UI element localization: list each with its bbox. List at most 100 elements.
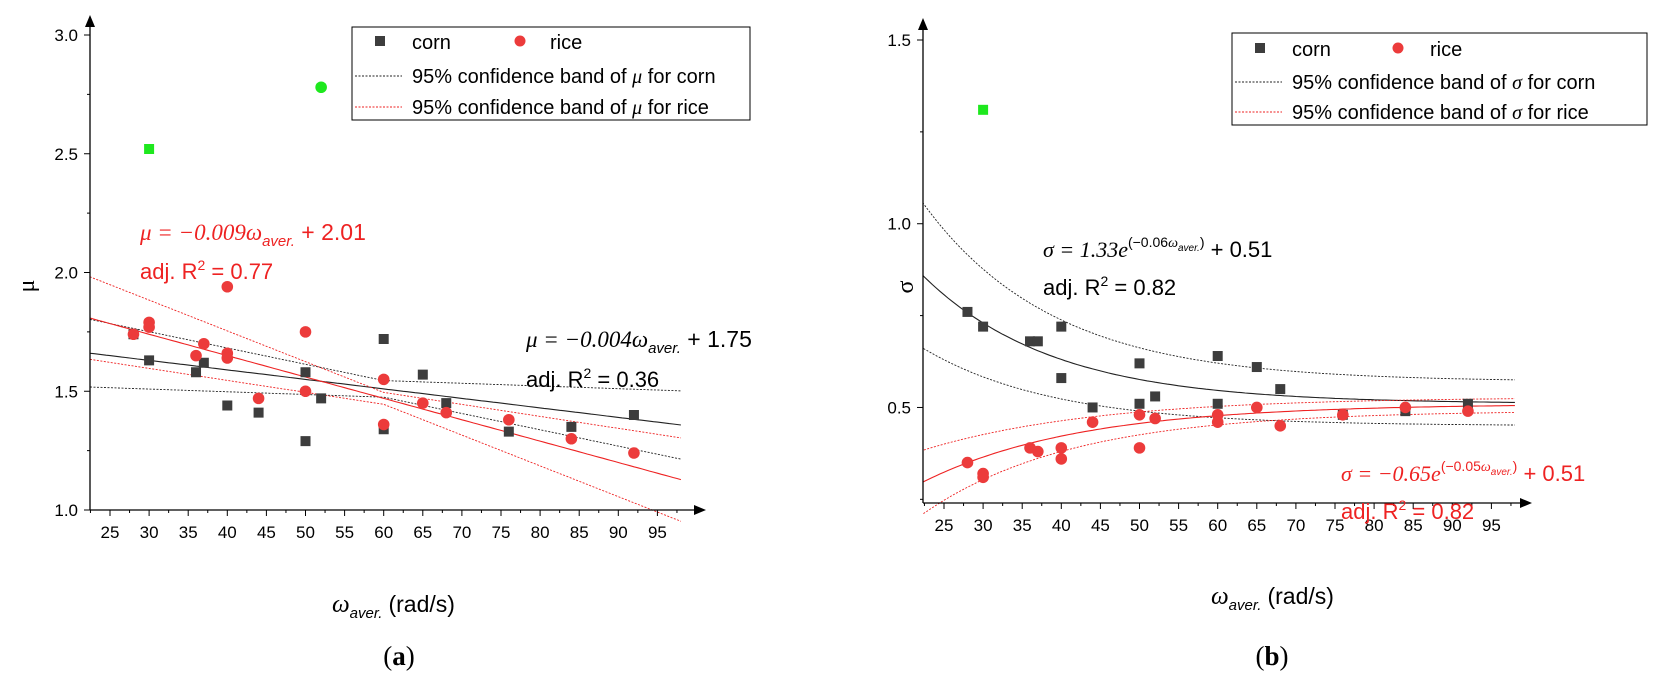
x-tick-label-b: 65: [1247, 516, 1266, 535]
legend-corn-marker: [375, 36, 385, 46]
outlier-point-a: [315, 81, 327, 94]
panel-label-b: (b): [1255, 641, 1288, 671]
rice-fit-equation-b: σ = −0.65e(−0.05ωaver.) + 0.51: [1341, 458, 1585, 486]
outlier-point-a: [144, 144, 155, 154]
data-point-rice-b: [1274, 420, 1287, 432]
data-point-rice-b: [1055, 453, 1068, 465]
data-point-corn-b: [1212, 398, 1223, 409]
data-point-rice-a: [127, 328, 140, 341]
data-point-corn-a: [628, 410, 639, 420]
chart-panel-b: 25 30 35 40 45 50 55 60 65 70 75 80 85 90 950.51.01.5 …: [887, 18, 1648, 671]
y-axis-arrow-b: [918, 18, 928, 30]
data-point-rice-a: [221, 352, 234, 364]
x-axis-arrow-b: [1520, 498, 1532, 508]
corn-fit-equation-b: σ = 1.33e(−0.06ωaver.) + 0.51: [1043, 234, 1272, 262]
axes-b: 25 30 35 40 45 50 55 60 65 70 75 80 85 90 95 0.5 1.0 1.5: [887, 18, 1532, 535]
data-point-corn-b: [1032, 336, 1043, 347]
data-point-rice-b: [1399, 401, 1412, 414]
x-tick-label-a: 80: [531, 523, 550, 542]
x-tick-label-b: 80: [1365, 516, 1384, 535]
data-point-rice-b: [1462, 405, 1474, 417]
data-point-rice-a: [417, 397, 429, 409]
data-point-rice-b: [1032, 445, 1044, 458]
data-point-corn-a: [300, 367, 311, 378]
x-tick-label-a: 75: [492, 523, 511, 542]
x-axis-arrow-a: [694, 505, 706, 515]
x-tick-label-a: 90: [609, 523, 628, 542]
axes-a: 25 30 35 40 45 50 55 60 65 70 75 80 85 90 95 1.0 1.5 2.0 2…: [54, 15, 706, 542]
rice-adj-r2-a: adj. R2 = 0.77: [140, 257, 273, 284]
data-point-rice-b: [1337, 409, 1349, 421]
data-point-rice-a: [503, 413, 515, 426]
data-point-rice-b: [961, 456, 974, 469]
x-axis-title-b: ωaver. (rad/s): [1211, 583, 1334, 614]
data-point-rice-b: [1133, 409, 1146, 421]
data-point-corn-b: [1275, 384, 1286, 395]
data-point-rice-a: [221, 280, 234, 293]
y-axis-title-b: σ: [893, 280, 919, 293]
y-tick-label-a: 2.0: [54, 264, 78, 283]
data-point-corn-a: [417, 369, 428, 380]
data-point-corn-b: [1025, 336, 1036, 347]
data-point-rice-a: [440, 406, 453, 419]
data-point-rice-b: [977, 471, 989, 484]
x-tick-label-b: 25: [935, 516, 954, 535]
data-point-corn-a: [566, 421, 577, 432]
rice-adj-r2-b: adj. R2 = 0.82: [1341, 497, 1474, 524]
legend-band-corn-label-b: 95% confidence band of σ for corn: [1292, 72, 1595, 94]
x-tick-label-a: 85: [570, 523, 589, 542]
data-point-corn-b: [1087, 402, 1098, 413]
data-point-corn-b: [1134, 358, 1145, 369]
data-point-corn-a: [441, 398, 452, 409]
data-point-rice-b: [1149, 412, 1161, 425]
fit-line-corn-a: [90, 352, 681, 426]
x-tick-label-a: 70: [452, 523, 471, 542]
corn-adj-r2-a: adj. R2 = 0.36: [526, 365, 659, 392]
confidence-band-upper-corn-a: [90, 318, 681, 392]
x-tick-label-b: 50: [1130, 516, 1149, 535]
x-tick-label-a: 95: [648, 523, 667, 542]
legend-corn-label-b: corn: [1292, 39, 1331, 61]
legend-box-b: [1231, 32, 1648, 126]
confidence-band-upper-rice-a: [90, 276, 681, 439]
x-tick-label-a: 35: [179, 523, 198, 542]
legend-a: corn rice 95% confidence band of μ for c…: [351, 26, 751, 121]
data-point-corn-b: [1056, 321, 1067, 332]
data-point-rice-a: [252, 392, 265, 405]
data-point-rice-a: [377, 418, 390, 431]
x-tick-label-a: 50: [296, 523, 315, 542]
data-point-rice-b: [1211, 416, 1224, 428]
y-tick-label-a: 1.5: [54, 382, 78, 401]
data-point-corn-b: [962, 306, 973, 317]
data-point-corn-a: [503, 426, 514, 437]
data-point-rice-a: [299, 326, 312, 338]
x-tick-label-a: 40: [218, 523, 237, 542]
data-point-corn-a: [191, 367, 202, 378]
x-tick-label-b: 55: [1169, 516, 1188, 535]
data-point-corn-a: [222, 400, 233, 411]
corn-fit-equation-a: μ = −0.004ωaver. + 1.75: [525, 326, 752, 357]
data-point-rice-a: [190, 349, 202, 362]
fit-lines-a: [90, 276, 682, 522]
x-tick-label-b: 70: [1286, 516, 1305, 535]
legend-band-rice-label-b: 95% confidence band of σ for rice: [1292, 102, 1589, 124]
chart-panel-a: 25 30 35 40 45 50 55 60 65 70 75 80 85 90 95 1.0 1.5 2.0 2…: [14, 15, 752, 671]
data-point-rice-a: [143, 321, 155, 333]
data-point-rice-a: [628, 447, 640, 459]
legend-band-corn-label: 95% confidence band of μ for corn: [412, 66, 716, 88]
fit-line-rice-a: [90, 317, 682, 481]
data-point-corn-a: [300, 436, 311, 447]
x-tick-label-b: 40: [1052, 516, 1071, 535]
y-tick-label-b: 0.5: [887, 398, 911, 417]
data-point-rice-a: [299, 385, 312, 398]
x-tick-label-a: 30: [140, 523, 159, 542]
x-tick-label-a: 45: [257, 523, 276, 542]
data-point-rice-b: [1055, 442, 1068, 454]
x-tick-label-b: 30: [974, 516, 993, 535]
fit-line-corn-b: [923, 274, 1515, 403]
data-point-rice-b: [1086, 416, 1099, 428]
x-tick-label-b: 35: [1013, 516, 1032, 535]
data-point-corn-b: [1212, 351, 1223, 362]
data-point-corn-b: [1150, 391, 1161, 402]
